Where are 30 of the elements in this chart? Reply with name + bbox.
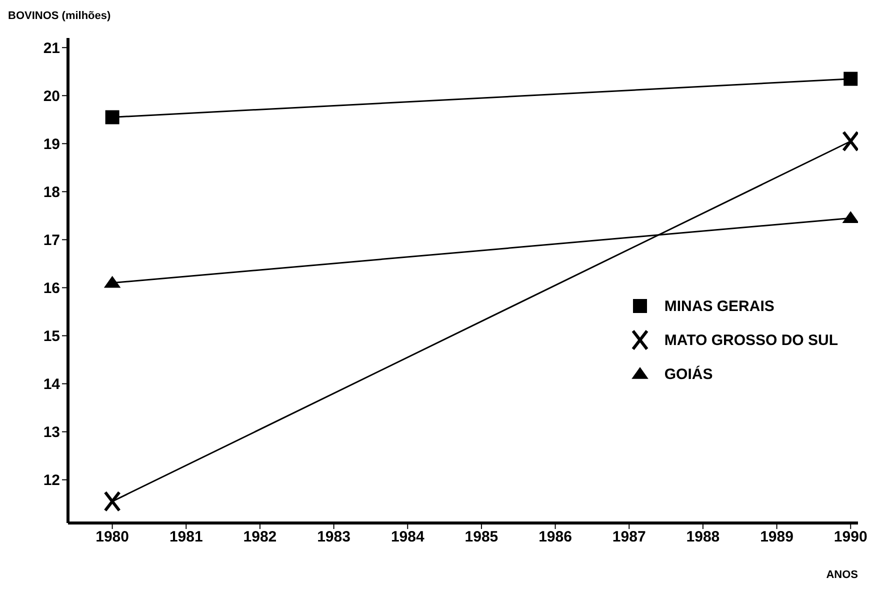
y-axis-title: BOVINOS (milhões) [8, 10, 111, 22]
y-tick-label: 19 [43, 136, 60, 153]
x-tick-label: 1983 [317, 528, 350, 546]
legend-label: MATO GROSSO DO SUL [664, 332, 838, 348]
y-tick-label: 18 [43, 184, 60, 201]
x-tick-label: 1984 [390, 528, 425, 546]
y-tick-label: 15 [43, 328, 60, 346]
x-axis-title: ANOS [826, 569, 858, 581]
legend-label: MINAS GERAIS [664, 298, 774, 314]
x-tick-label: 1989 [760, 528, 794, 546]
x-tick-label: 1980 [96, 528, 129, 546]
y-tick-label: 13 [43, 424, 60, 442]
point [105, 110, 120, 124]
x-tick-label: 1986 [538, 528, 572, 546]
x-tick-label: 1981 [169, 528, 203, 546]
y-tick-label: 20 [43, 88, 60, 105]
point [842, 130, 858, 152]
y-tick-label: 16 [43, 280, 60, 298]
point [844, 72, 858, 86]
legend-label: GOIÁS [664, 366, 713, 382]
x-tick-label: 1985 [464, 528, 498, 546]
y-tick-label: 12 [43, 472, 60, 490]
x-tick-label: 1982 [243, 528, 277, 546]
x-tick-label: 1988 [686, 528, 720, 546]
x-tick-label: 1987 [612, 528, 646, 546]
y-tick-label: 21 [43, 40, 60, 57]
y-tick-label: 14 [43, 376, 61, 394]
point [104, 490, 121, 512]
y-tick-label: 17 [43, 232, 60, 250]
x-tick-label: 1990 [834, 528, 868, 546]
